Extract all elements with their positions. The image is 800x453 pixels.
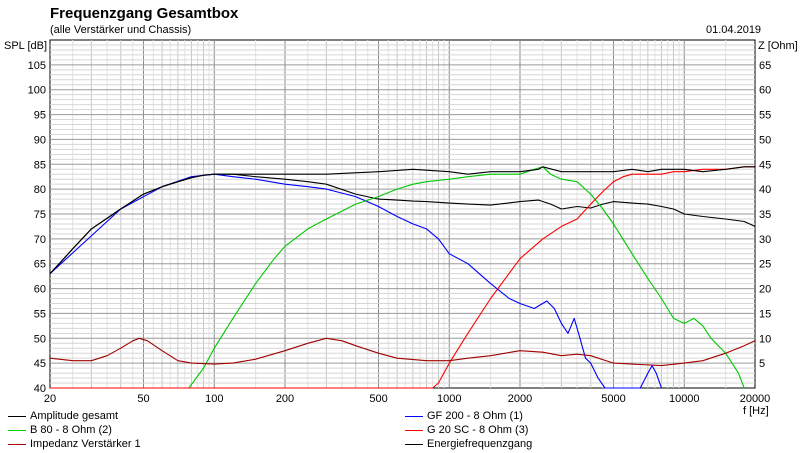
y-left-tick-label: 105 xyxy=(28,60,46,72)
x-tick-label: 500 xyxy=(369,393,387,405)
y-left-tick-label: 75 xyxy=(34,209,46,221)
x-tick-label: 1000 xyxy=(437,393,461,405)
y-right-tick-label: 45 xyxy=(759,159,771,171)
y-left-tick-label: 70 xyxy=(34,234,46,246)
x-tick-label: 10000 xyxy=(669,393,700,405)
x-tick-label: 100 xyxy=(205,393,223,405)
series-line-1 xyxy=(49,173,663,389)
y-axis-right-label: Z [Ohm] xyxy=(758,40,798,52)
legend-label: GF 200 - 8 Ohm (1) xyxy=(427,410,523,422)
y-left-tick-label: 100 xyxy=(28,85,46,97)
legend-label: B 80 - 8 Ohm (2) xyxy=(30,424,112,436)
y-left-tick-label: 95 xyxy=(34,110,46,122)
y-left-tick-label: 50 xyxy=(34,333,46,345)
legend-item: B 80 - 8 Ohm (2) xyxy=(8,424,112,436)
y-right-tick-label: 20 xyxy=(759,284,771,296)
legend-swatch xyxy=(405,443,423,445)
y-right-tick-label: 60 xyxy=(759,85,771,97)
legend-swatch xyxy=(8,415,26,417)
x-tick-label: 200 xyxy=(276,393,294,405)
y-left-tick-label: 85 xyxy=(34,159,46,171)
legend-label: G 20 SC - 8 Ohm (3) xyxy=(427,424,529,436)
series-group xyxy=(49,166,756,389)
x-tick-label: 20000 xyxy=(740,393,771,405)
legend-swatch xyxy=(405,429,423,431)
grid xyxy=(49,39,756,389)
legend-item: G 20 SC - 8 Ohm (3) xyxy=(405,424,528,436)
y-right-tick-label: 55 xyxy=(759,110,771,122)
legend-item: Energiefrequenzgang xyxy=(405,438,532,450)
chart-date: 01.04.2019 xyxy=(706,24,762,36)
x-axis-label: f [Hz] xyxy=(743,405,769,417)
legend-swatch xyxy=(8,443,26,445)
y-right-tick-label: 15 xyxy=(759,308,771,320)
legend-label: Amplitude gesamt xyxy=(30,410,119,422)
chart-subtitle: (alle Verstärker und Chassis) xyxy=(50,24,192,36)
y-left-tick-label: 45 xyxy=(34,358,46,370)
legend-swatch xyxy=(8,429,26,431)
legend-label: Energiefrequenzgang xyxy=(427,438,533,450)
y-left-tick-label: 90 xyxy=(34,134,46,146)
y-left-tick-label: 40 xyxy=(34,383,46,395)
y-left-tick-label: 60 xyxy=(34,284,46,296)
legend-item: Amplitude gesamt xyxy=(8,410,118,422)
x-tick-label: 5000 xyxy=(601,393,625,405)
y-right-tick-label: 50 xyxy=(759,134,771,146)
y-right-tick-label: 35 xyxy=(759,209,771,221)
series-line-3 xyxy=(50,166,755,389)
y-right-tick-label: 25 xyxy=(759,259,771,271)
series-line-5 xyxy=(49,166,755,275)
y-right-tick-label: 40 xyxy=(759,184,771,196)
legend-swatch xyxy=(405,415,423,417)
x-tick-label: 20 xyxy=(44,393,56,405)
x-tick-label: 2000 xyxy=(508,393,532,405)
legend-item: Impedanz Verstärker 1 xyxy=(8,438,141,450)
ticks: 40 45 50 55 60 65 70 75 80 85 90 95 100 105 5 10 15 20 25 3… xyxy=(28,60,772,405)
series-line-2 xyxy=(50,166,745,389)
y-axis-left-label: SPL [dB] xyxy=(4,40,47,52)
legend-item: GF 200 - 8 Ohm (1) xyxy=(405,410,523,422)
legend-label: Impedanz Verstärker 1 xyxy=(30,438,141,450)
x-tick-label: 50 xyxy=(137,393,149,405)
chart-title: Frequenzgang Gesamtbox xyxy=(50,5,239,22)
y-left-tick-label: 65 xyxy=(34,259,46,271)
y-right-tick-label: 30 xyxy=(759,234,771,246)
y-right-tick-label: 10 xyxy=(759,333,771,345)
series-line-4 xyxy=(49,337,756,367)
y-right-tick-label: 5 xyxy=(759,358,765,370)
y-left-tick-label: 80 xyxy=(34,184,46,196)
y-left-tick-label: 55 xyxy=(34,308,46,320)
y-right-tick-label: 65 xyxy=(759,60,771,72)
